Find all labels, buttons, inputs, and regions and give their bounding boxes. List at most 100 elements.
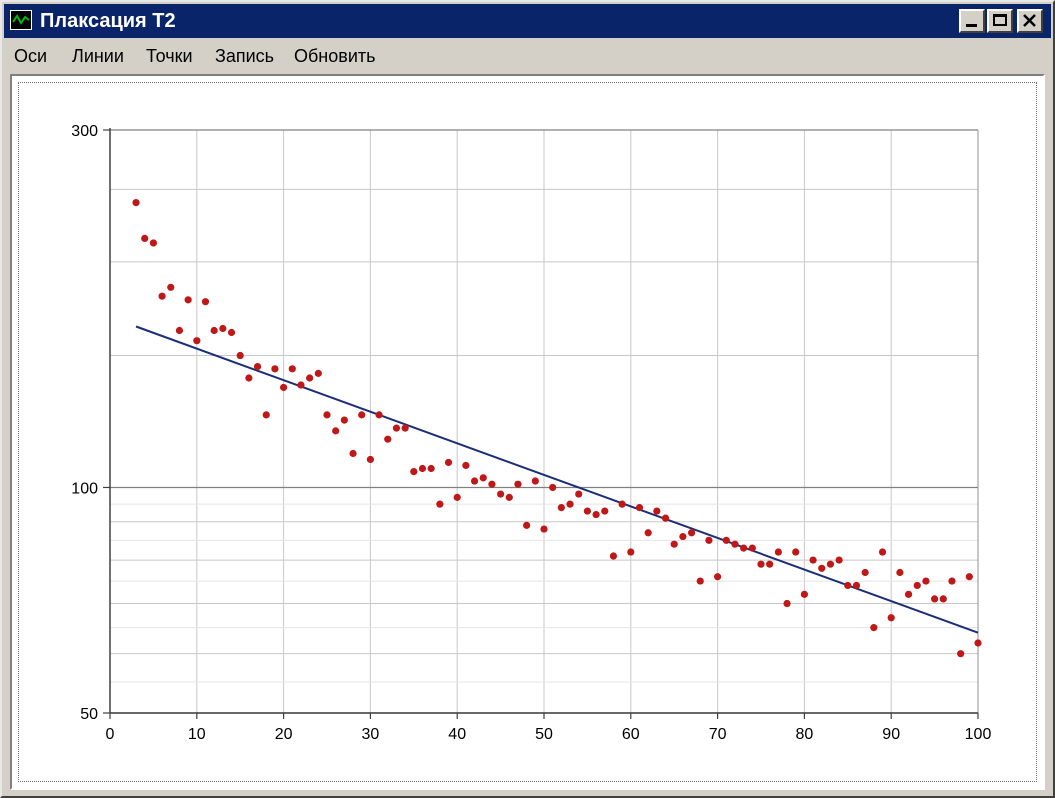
data-point	[679, 532, 687, 541]
data-point	[557, 503, 565, 512]
menu-points[interactable]: Точки	[146, 46, 193, 66]
data-point	[167, 283, 175, 291]
data-point	[913, 581, 921, 590]
data-point	[219, 324, 227, 333]
data-point	[497, 490, 505, 498]
menu-axes[interactable]: Оси	[14, 46, 48, 66]
data-point	[861, 568, 869, 577]
data-point	[653, 507, 661, 515]
data-point	[566, 500, 574, 508]
x-tick-label: 80	[796, 726, 814, 743]
data-point	[818, 564, 826, 572]
close-button[interactable]	[1017, 9, 1043, 33]
data-point	[193, 337, 201, 345]
chart-app-icon[interactable]	[10, 10, 32, 30]
data-point	[939, 595, 947, 603]
data-point	[670, 540, 678, 548]
data-point	[731, 540, 739, 548]
data-point	[635, 503, 644, 512]
data-point	[271, 365, 279, 373]
minimize-icon	[966, 24, 977, 27]
close-icon	[1023, 14, 1036, 27]
data-point	[887, 614, 895, 622]
menu-record[interactable]: Запись	[215, 46, 275, 66]
fit-line	[135, 325, 979, 634]
data-point	[774, 548, 782, 556]
data-point	[253, 362, 262, 371]
menu-lines[interactable]: Линии	[72, 46, 124, 66]
data-point	[488, 480, 496, 488]
data-point	[323, 411, 331, 419]
data-point	[592, 510, 600, 519]
plot-frame	[18, 82, 1037, 782]
data-point	[896, 568, 904, 577]
data-point	[696, 577, 704, 585]
maximize-button[interactable]	[987, 9, 1013, 33]
data-point	[332, 427, 340, 435]
x-tick-label: 0	[106, 726, 115, 743]
data-point	[549, 483, 557, 492]
data-point	[644, 529, 652, 537]
data-point	[618, 500, 626, 508]
data-point	[792, 548, 800, 556]
data-point	[418, 464, 427, 473]
data-point	[149, 239, 157, 247]
data-point	[531, 477, 539, 485]
data-point	[401, 424, 409, 432]
data-point	[479, 474, 487, 482]
data-point	[436, 500, 444, 508]
data-point	[714, 573, 722, 581]
relaxation-chart: 0 10 20 30 40 50 60 70 80 90 100 50 100 300	[71, 123, 991, 743]
data-point	[722, 536, 730, 544]
data-point	[627, 548, 635, 556]
x-tick-label: 30	[362, 726, 380, 743]
data-point	[748, 544, 756, 552]
x-tick-label: 90	[882, 726, 900, 743]
y-tick-label: 50	[80, 706, 98, 723]
data-point	[201, 298, 210, 306]
data-point	[800, 590, 809, 598]
data-point	[852, 581, 861, 590]
data-point	[948, 577, 956, 585]
data-point	[132, 199, 140, 207]
data-point	[384, 435, 392, 443]
data-point	[358, 411, 366, 419]
data-point	[366, 455, 374, 464]
data-point	[809, 556, 817, 564]
data-point	[262, 411, 270, 419]
y-tick-label: 100	[71, 480, 98, 497]
data-point	[280, 383, 288, 392]
data-point	[236, 351, 244, 360]
menu-refresh[interactable]: Обновить	[294, 46, 376, 66]
data-point	[375, 411, 383, 419]
x-tick-label: 50	[535, 726, 553, 743]
data-point	[349, 449, 357, 458]
data-point	[609, 552, 618, 560]
window-title: Плаксация Т2	[40, 10, 176, 32]
x-tick-label: 10	[188, 726, 206, 743]
plot-area: 0 10 20 30 40 50 60 70 80 90 100 50 100 300	[10, 74, 1045, 790]
data-point	[410, 467, 418, 476]
data-point	[141, 234, 149, 242]
data-point	[314, 369, 322, 377]
data-point	[705, 536, 713, 544]
data-point	[523, 521, 531, 529]
data-point	[922, 577, 930, 585]
data-point	[687, 529, 696, 537]
data-point	[453, 493, 461, 501]
x-tick-label: 20	[275, 726, 293, 743]
data-point	[175, 326, 184, 335]
title-bar[interactable]: Плаксация Т2	[4, 4, 1051, 38]
minimize-button[interactable]	[959, 9, 985, 33]
menu-bar: Оси Линии Точки Запись Обновить	[4, 40, 1051, 72]
data-point	[661, 514, 670, 522]
data-point	[965, 573, 973, 581]
data-point	[931, 595, 939, 603]
data-point	[158, 292, 166, 300]
x-tick-label: 60	[622, 726, 640, 743]
data-point	[826, 560, 835, 568]
data-point	[505, 493, 513, 501]
x-tick-label: 70	[709, 726, 727, 743]
data-point	[878, 548, 887, 556]
maximize-icon	[993, 14, 1007, 26]
